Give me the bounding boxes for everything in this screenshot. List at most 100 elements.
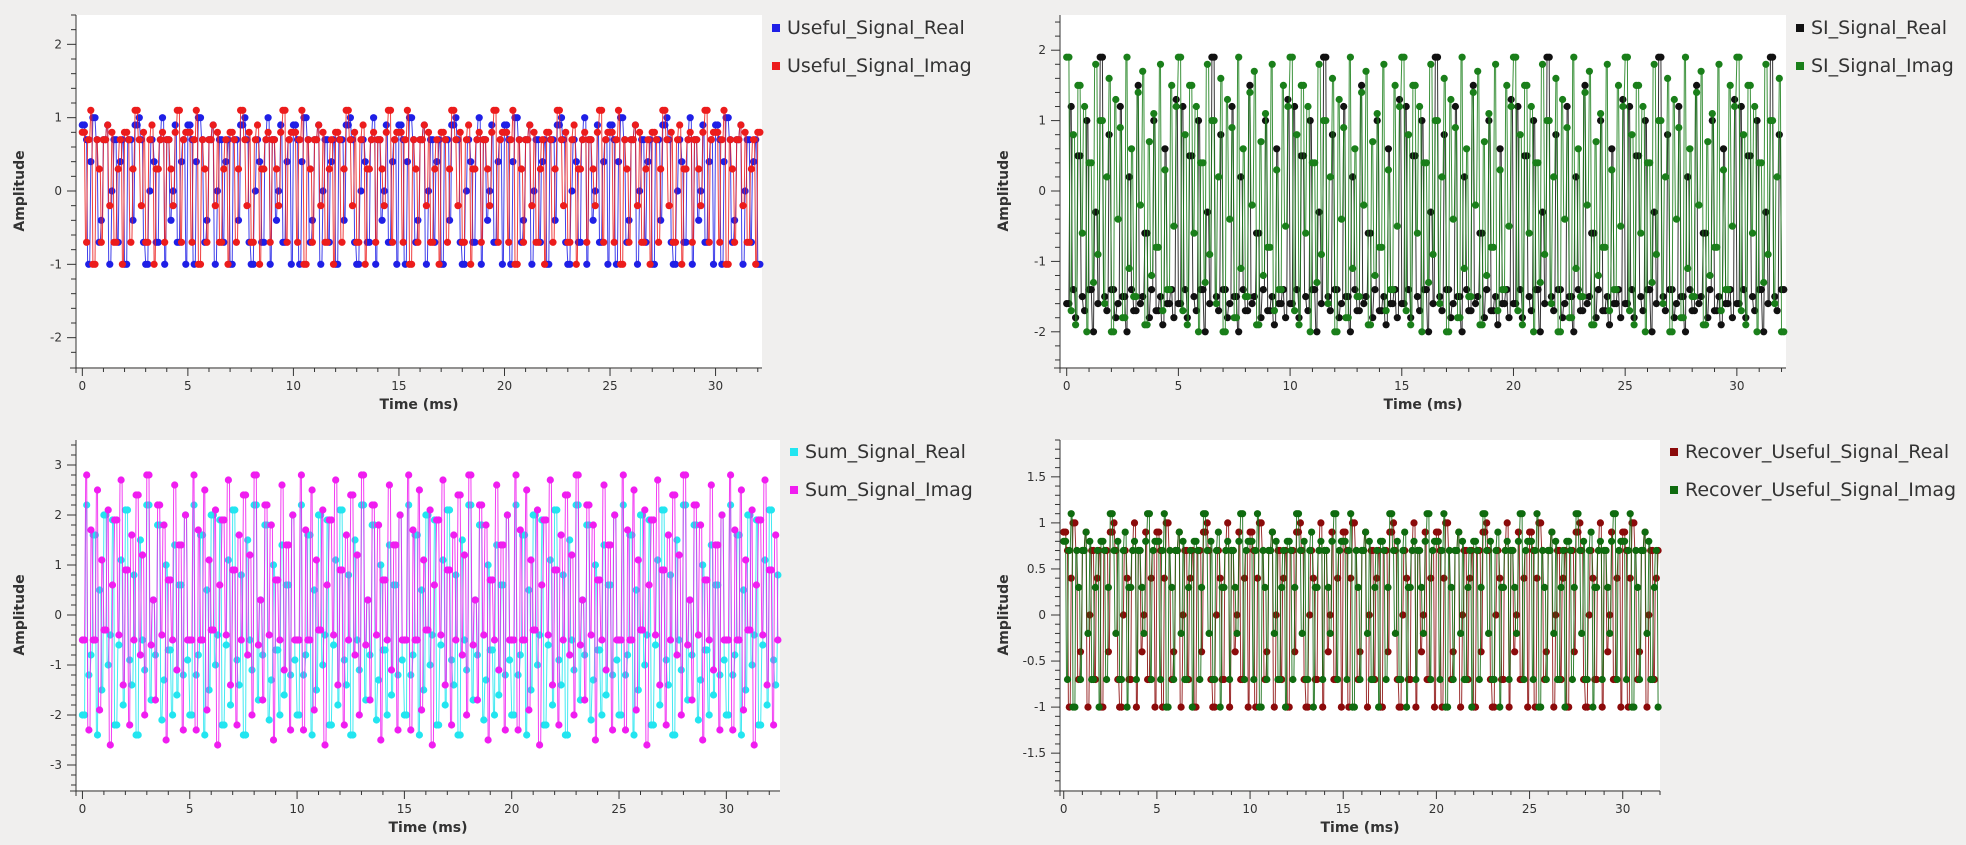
data-point: [1576, 519, 1584, 527]
data-point: [83, 238, 91, 246]
data-point: [135, 136, 143, 144]
data-point: [1116, 102, 1124, 111]
data-point: [1093, 574, 1101, 582]
data-point: [664, 531, 673, 539]
data-point: [484, 736, 492, 744]
data-point: [1538, 60, 1547, 68]
data-point: [1541, 250, 1549, 258]
data-point: [628, 636, 636, 644]
data-point: [1697, 67, 1705, 75]
data-point: [1313, 278, 1321, 287]
data-point: [283, 238, 291, 246]
data-point: [1123, 574, 1131, 582]
data-point: [327, 721, 335, 729]
data-point: [557, 531, 565, 539]
data-point: [583, 260, 591, 268]
y-tick-label: -2: [50, 331, 62, 345]
data-point: [1429, 300, 1437, 308]
data-point: [624, 526, 632, 534]
data-point: [587, 716, 595, 724]
data-point: [585, 501, 593, 509]
data-point: [1485, 629, 1493, 638]
data-point: [160, 676, 168, 684]
data-point: [1170, 314, 1178, 322]
data-point: [372, 238, 380, 246]
data-point: [568, 187, 576, 195]
data-point: [1069, 131, 1077, 139]
data-point: [283, 158, 291, 166]
data-point: [1410, 537, 1418, 545]
data-point: [362, 641, 370, 649]
data-point: [1457, 629, 1465, 638]
data-point: [85, 671, 93, 679]
data-point: [169, 202, 177, 210]
y-tick-label: -2: [50, 708, 62, 722]
x-tick-label: 10: [1242, 802, 1257, 816]
data-point: [1393, 537, 1401, 545]
data-point: [654, 556, 662, 564]
data-point: [1311, 286, 1319, 294]
data-point: [1534, 286, 1542, 294]
data-point: [1529, 675, 1537, 684]
data-point: [1614, 81, 1623, 89]
data-point: [1469, 88, 1477, 96]
data-point: [256, 158, 264, 166]
data-point: [209, 626, 217, 634]
data-point: [473, 136, 481, 144]
data-point: [287, 726, 295, 734]
data-point: [530, 187, 538, 195]
data-point: [340, 165, 348, 173]
data-point: [262, 136, 270, 144]
data-point: [480, 716, 488, 724]
data-point: [1363, 629, 1372, 638]
data-point: [1166, 546, 1174, 555]
x-tick-label: 25: [1618, 379, 1633, 393]
data-point: [249, 238, 257, 246]
data-point: [1121, 528, 1129, 536]
y-tick-label: 1: [1038, 114, 1046, 128]
data-point: [1326, 629, 1334, 638]
data-point: [1670, 95, 1678, 104]
data-point: [310, 586, 318, 594]
data-point: [1198, 583, 1206, 592]
data-point: [1541, 300, 1549, 308]
data-point: [249, 260, 257, 268]
data-point: [1635, 675, 1644, 684]
data-point: [1473, 546, 1481, 555]
data-point: [1192, 102, 1200, 111]
data-point: [1555, 675, 1563, 684]
y-tick-label: -1: [1034, 254, 1046, 268]
data-point: [241, 114, 249, 122]
data-point: [1098, 53, 1106, 61]
data-point: [392, 541, 400, 549]
y-tick-label: 0: [54, 608, 62, 622]
data-point: [456, 491, 464, 499]
data-point: [1672, 215, 1681, 223]
data-point: [346, 114, 354, 122]
data-point: [294, 238, 302, 246]
data-point: [763, 681, 771, 689]
data-point: [630, 486, 638, 494]
data-point: [1507, 102, 1515, 111]
data-point: [724, 114, 732, 122]
data-point: [1315, 60, 1323, 68]
data-point: [1380, 546, 1388, 555]
data-point: [1148, 286, 1156, 294]
data-point: [1608, 166, 1616, 174]
data-point: [1530, 328, 1538, 336]
data-point: [570, 121, 578, 129]
data-point: [450, 106, 458, 114]
legend-label: Recover_Useful_Signal_Imag: [1685, 479, 1956, 501]
data-point: [420, 121, 428, 129]
data-point: [1561, 300, 1569, 308]
legend-swatch: [772, 62, 780, 70]
data-point: [675, 551, 683, 559]
data-point: [716, 238, 724, 246]
data-point: [1464, 583, 1472, 592]
y-tick-label: -0.5: [1023, 654, 1046, 668]
data-point: [361, 260, 369, 268]
legend-label: SI_Signal_Real: [1811, 17, 1947, 39]
data-point: [651, 631, 660, 639]
data-point: [85, 136, 93, 144]
data-point: [1161, 166, 1169, 174]
